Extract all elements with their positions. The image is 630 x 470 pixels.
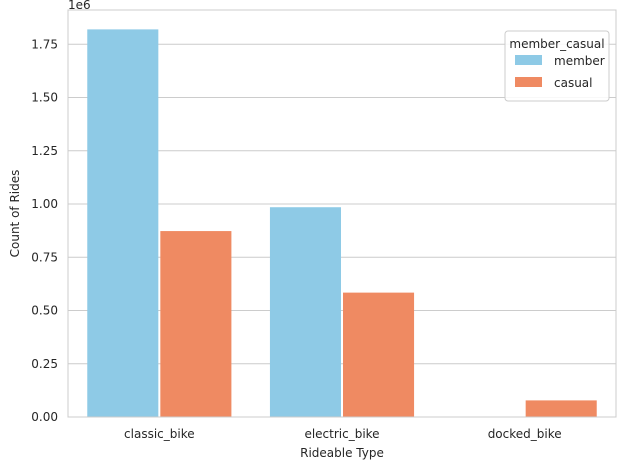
bar-casual-electric_bike — [343, 292, 415, 417]
legend-title: member_casual — [509, 37, 604, 51]
legend-swatch-member — [515, 55, 542, 65]
y-tick-label: 1.75 — [31, 37, 58, 51]
x-tick-label: classic_bike — [124, 427, 195, 441]
legend-label-member: member — [554, 54, 605, 68]
legend-entries: member casual — [515, 54, 605, 90]
bar-member-classic_bike — [87, 29, 159, 418]
bar-member-electric_bike — [269, 207, 341, 417]
y-gridlines — [68, 43, 616, 418]
y-tick-label: 0.00 — [31, 410, 58, 424]
y-tick-labels: 0.00 0.25 0.50 0.75 1.00 1.25 1.50 1.75 — [31, 37, 58, 424]
bars — [87, 29, 597, 418]
y-tick-label: 1.00 — [31, 197, 58, 211]
y-tick-label: 0.75 — [31, 250, 58, 264]
legend-label-casual: casual — [554, 76, 593, 90]
x-axis-label: Rideable Type — [300, 446, 384, 460]
y-tick-label: 1.50 — [31, 91, 58, 105]
y-axis-label: Count of Rides — [8, 170, 22, 258]
bar-casual-classic_bike — [160, 231, 232, 417]
legend-swatch-casual — [515, 77, 542, 87]
plot-frame — [67, 9, 617, 418]
x-tick-label: docked_bike — [488, 427, 562, 441]
bar-casual-docked_bike — [525, 400, 597, 417]
y-offset-text: 1e6 — [68, 0, 91, 12]
y-tick-label: 0.25 — [31, 357, 58, 371]
x-tick-labels: classic_bike electric_bike docked_bike — [124, 427, 562, 441]
legend: member_casual member casual — [504, 30, 610, 102]
x-tick-label: electric_bike — [304, 427, 379, 441]
y-tick-label: 1.25 — [31, 144, 58, 158]
y-tick-label: 0.50 — [31, 304, 58, 318]
